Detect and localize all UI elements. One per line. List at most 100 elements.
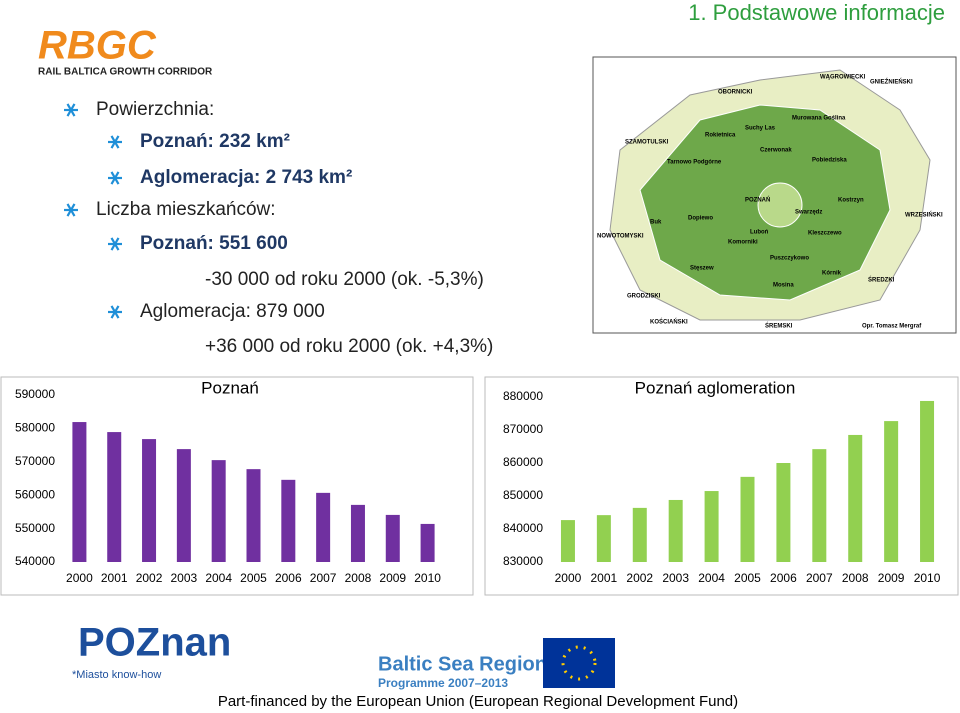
y-tick-label: 870000 [503, 422, 543, 436]
map-label: GRODZISKI [627, 294, 661, 300]
map-label: Murowana Goślina [792, 116, 846, 122]
map-label: SZAMOTULSKI [625, 140, 669, 146]
bar [776, 463, 791, 562]
footer-note: Part-financed by the European Union (Eur… [218, 693, 738, 710]
map-label: Luboń [750, 230, 769, 236]
map-label: Rokietnica [705, 133, 736, 139]
map-label: Buk [650, 220, 662, 226]
map-label: NOWOTOMYSKI [597, 234, 644, 240]
x-tick-label: 2000 [555, 571, 582, 585]
bar [812, 449, 827, 562]
x-tick-label: 2002 [626, 571, 653, 585]
x-tick-label: 2008 [842, 571, 869, 585]
y-tick-label: 850000 [503, 488, 543, 502]
y-tick-label: 550000 [15, 521, 55, 535]
bar [246, 469, 261, 562]
x-tick-label: 2006 [275, 571, 302, 585]
bullet-icon [110, 305, 120, 319]
bullet-text: Powierzchnia: [96, 99, 214, 120]
x-tick-label: 2002 [136, 571, 163, 585]
bar [668, 499, 683, 562]
map-label: Czerwonak [760, 148, 792, 154]
x-tick-label: 2007 [806, 571, 833, 585]
map-label: Pobiedziska [812, 158, 847, 164]
bar [884, 421, 899, 562]
poznan-logo: POZnan [78, 621, 231, 665]
bar [420, 523, 435, 562]
x-tick-label: 2004 [698, 571, 725, 585]
slide-title: 1. Podstawowe informacje [688, 0, 945, 25]
bar [72, 422, 87, 562]
bsr-title: Baltic Sea Region [378, 653, 547, 675]
map-label: Swarzędz [795, 210, 822, 216]
chart-title: Poznań [201, 378, 259, 397]
x-tick-label: 2008 [345, 571, 372, 585]
logo-subtitle: RAIL BALTICA GROWTH CORRIDOR [38, 67, 213, 78]
y-tick-label: 860000 [503, 455, 543, 469]
bullet-text: Poznań: 232 km² [140, 131, 290, 152]
bar [560, 520, 575, 562]
x-tick-label: 2009 [379, 571, 406, 585]
bar [107, 432, 122, 562]
x-tick-label: 2010 [914, 571, 941, 585]
bar [211, 460, 226, 562]
bar [848, 434, 863, 562]
bullet-text: -30 000 od roku 2000 (ok. -5,3%) [205, 269, 484, 290]
x-tick-label: 2010 [414, 571, 441, 585]
y-tick-label: 840000 [503, 521, 543, 535]
map-label: Opr. Tomasz Mergraf [862, 324, 922, 330]
chart-title: Poznań aglomeration [635, 378, 796, 397]
map-label: ŚREDZKI [868, 277, 895, 284]
x-tick-label: 2003 [171, 571, 198, 585]
x-tick-label: 2000 [66, 571, 93, 585]
map-label: ŚREMSKI [765, 323, 793, 330]
bullet-icon [110, 171, 120, 185]
map-label: Puszczykowo [770, 256, 809, 262]
map-label: Mosina [773, 283, 794, 289]
map-label: Suchy Las [745, 126, 776, 132]
bar [596, 515, 611, 562]
bullet-icon [110, 237, 120, 251]
bullet-icon [66, 203, 76, 217]
map-label: WĄGROWIECKI [820, 75, 866, 81]
y-tick-label: 540000 [15, 554, 55, 568]
bar [632, 507, 647, 562]
map-label: OBORNICKI [718, 90, 753, 96]
bullet-text: Aglomeracja: 879 000 [140, 301, 325, 322]
map-label: Komorniki [728, 240, 758, 246]
bsr-programme: Programme 2007–2013 [378, 676, 508, 690]
x-tick-label: 2006 [770, 571, 797, 585]
map-label: Stęszew [690, 266, 714, 272]
map-city [757, 182, 803, 228]
logo: RBGC [38, 24, 157, 68]
bar [704, 491, 719, 562]
bullet-icon [66, 103, 76, 117]
poznan-tagline: *Miasto know-how [72, 669, 161, 681]
y-tick-label: 570000 [15, 454, 55, 468]
eu-stars [561, 645, 597, 681]
bullet-text: +36 000 od roku 2000 (ok. +4,3%) [205, 336, 493, 357]
y-tick-label: 580000 [15, 421, 55, 435]
x-tick-label: 2001 [101, 571, 128, 585]
bar [385, 514, 400, 562]
bar [740, 476, 755, 562]
x-tick-label: 2003 [662, 571, 689, 585]
y-tick-label: 590000 [15, 387, 55, 401]
map-label: KOŚCIAŃSKI [650, 318, 688, 326]
bar [142, 439, 157, 562]
bullet-icon [110, 135, 120, 149]
x-tick-label: 2007 [310, 571, 337, 585]
map-label: Tarnowo Podgórne [667, 160, 722, 166]
x-tick-label: 2005 [240, 571, 267, 585]
chart-frame [484, 376, 959, 596]
chart-frame [0, 376, 474, 596]
y-tick-label: 560000 [15, 487, 55, 501]
map-label: Kostrzyn [838, 198, 864, 204]
map-label: GNIEŹNIEŃSKI [870, 78, 913, 86]
y-tick-label: 880000 [503, 389, 543, 403]
x-tick-label: 2004 [205, 571, 232, 585]
map-label: WRZESIŃSKI [905, 211, 943, 219]
x-tick-label: 2005 [734, 571, 761, 585]
bar [920, 400, 935, 562]
